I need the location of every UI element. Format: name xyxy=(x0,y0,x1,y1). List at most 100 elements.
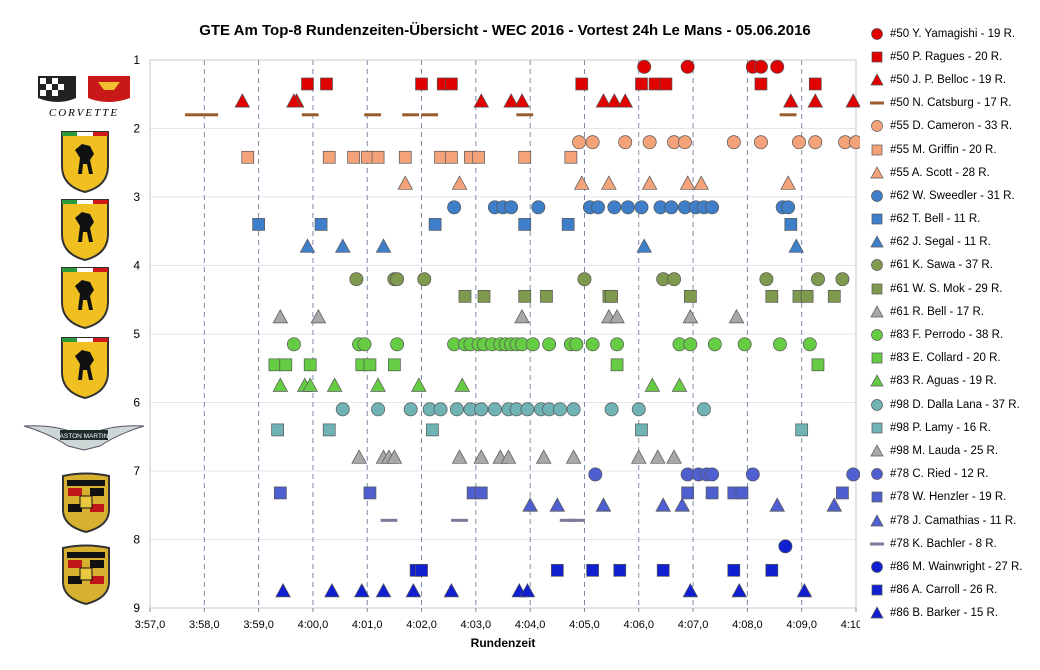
legend-marker-shape xyxy=(871,398,883,411)
legend-marker xyxy=(870,101,884,105)
data-point xyxy=(693,175,710,190)
data-point xyxy=(659,77,673,91)
data-point xyxy=(535,449,552,464)
data-point xyxy=(540,289,553,303)
data-point xyxy=(271,423,284,437)
data-point xyxy=(415,563,428,577)
data-point xyxy=(360,150,374,164)
data-point xyxy=(765,289,779,303)
data-point xyxy=(754,135,768,150)
data-point xyxy=(310,308,327,324)
legend-marker-shape xyxy=(871,491,883,503)
legend-label: #98 M. Lauda - 25 R. xyxy=(890,444,999,457)
data-point xyxy=(726,135,741,150)
data-point xyxy=(474,486,488,500)
data-point xyxy=(428,218,442,231)
data-point xyxy=(472,150,485,164)
legend-label: #98 D. Dalla Lana - 37 R. xyxy=(890,398,1020,411)
data-point xyxy=(573,175,590,190)
data-point xyxy=(634,200,649,215)
data-point xyxy=(354,582,370,598)
data-point xyxy=(561,218,575,231)
data-point xyxy=(835,272,850,287)
data-point xyxy=(680,59,695,74)
data-point xyxy=(516,113,534,117)
legend-label: #78 W. Henzler - 19 R. xyxy=(890,491,1007,504)
data-point xyxy=(745,467,760,482)
data-point xyxy=(518,218,532,231)
legend-label: #86 M. Wainwright - 27 R. xyxy=(890,560,1023,573)
data-point xyxy=(322,423,336,437)
data-point xyxy=(272,377,289,392)
legend-marker-shape xyxy=(871,329,883,341)
legend-item: #78 C. Ried - 12 R. xyxy=(870,463,1040,486)
data-point xyxy=(477,289,491,303)
chart-title: GTE Am Top-8 Rundenzeiten-Übersicht - WE… xyxy=(199,22,811,39)
legend-marker xyxy=(870,513,884,526)
legend-label: #55 M. Griffin - 20 R. xyxy=(890,143,997,156)
data-point xyxy=(363,358,377,372)
data-point xyxy=(371,402,386,417)
svg-text:CORVETTE: CORVETTE xyxy=(49,107,119,119)
data-point xyxy=(683,337,698,352)
data-point xyxy=(572,135,586,150)
data-point xyxy=(273,486,287,500)
data-point xyxy=(364,113,382,117)
data-point xyxy=(443,582,460,598)
legend-label: #50 J. P. Belloc - 19 R. xyxy=(890,73,1007,86)
data-point xyxy=(314,218,328,231)
legend-marker xyxy=(871,213,883,225)
data-point xyxy=(320,77,333,91)
data-point xyxy=(504,200,519,215)
y-tick-label: 6 xyxy=(133,396,140,410)
data-point xyxy=(586,563,599,577)
legend-label: #50 Y. Yamagishi - 19 R. xyxy=(890,27,1016,40)
data-point xyxy=(845,93,860,108)
data-point xyxy=(606,93,623,108)
data-point xyxy=(684,289,697,303)
data-point xyxy=(241,150,255,164)
legend-marker xyxy=(871,491,883,503)
data-point xyxy=(301,77,314,91)
legend-label: #78 J. Camathias - 11 R. xyxy=(890,514,1017,527)
data-point xyxy=(595,93,612,108)
x-tick-label: 4:10,0 xyxy=(841,619,860,631)
data-point xyxy=(349,272,364,287)
ferrari-logo xyxy=(61,199,109,262)
data-point xyxy=(519,582,536,598)
data-point xyxy=(682,582,699,598)
legend-label: #55 D. Cameron - 33 R. xyxy=(890,120,1013,133)
data-point xyxy=(487,402,502,417)
x-tick-label: 4:01,0 xyxy=(352,619,383,631)
data-point xyxy=(681,486,694,500)
legend-item: #83 F. Perrodo - 38 R. xyxy=(870,323,1040,346)
legend-marker-shape xyxy=(871,190,883,202)
x-tick-label: 4:06,0 xyxy=(623,619,654,631)
data-point xyxy=(473,449,490,464)
x-tick-label: 3:58,0 xyxy=(189,619,220,631)
legend-label: #78 C. Ried - 12 R. xyxy=(890,468,989,481)
legend-label: #50 N. Catsburg - 17 R. xyxy=(890,97,1012,110)
y-tick-label: 1 xyxy=(133,53,140,67)
data-point xyxy=(601,175,617,190)
data-point xyxy=(335,402,350,417)
legend-marker xyxy=(871,422,883,434)
data-point xyxy=(664,200,679,215)
data-point xyxy=(773,337,787,352)
data-point xyxy=(565,449,582,464)
x-axis-label: Rundenzeit xyxy=(471,636,536,650)
data-point xyxy=(846,467,860,482)
ferrari-logo xyxy=(61,267,109,330)
legend-marker xyxy=(871,259,883,272)
data-point xyxy=(411,377,427,392)
y-tick-label: 9 xyxy=(133,601,140,615)
data-point xyxy=(421,113,439,117)
data-point xyxy=(671,377,688,392)
legend-marker-shape xyxy=(871,259,883,272)
data-point xyxy=(272,308,289,324)
x-tick-label: 4:09,0 xyxy=(786,619,817,631)
data-point xyxy=(451,175,468,190)
data-point xyxy=(667,272,682,287)
data-point xyxy=(549,497,566,512)
data-point xyxy=(415,77,428,91)
